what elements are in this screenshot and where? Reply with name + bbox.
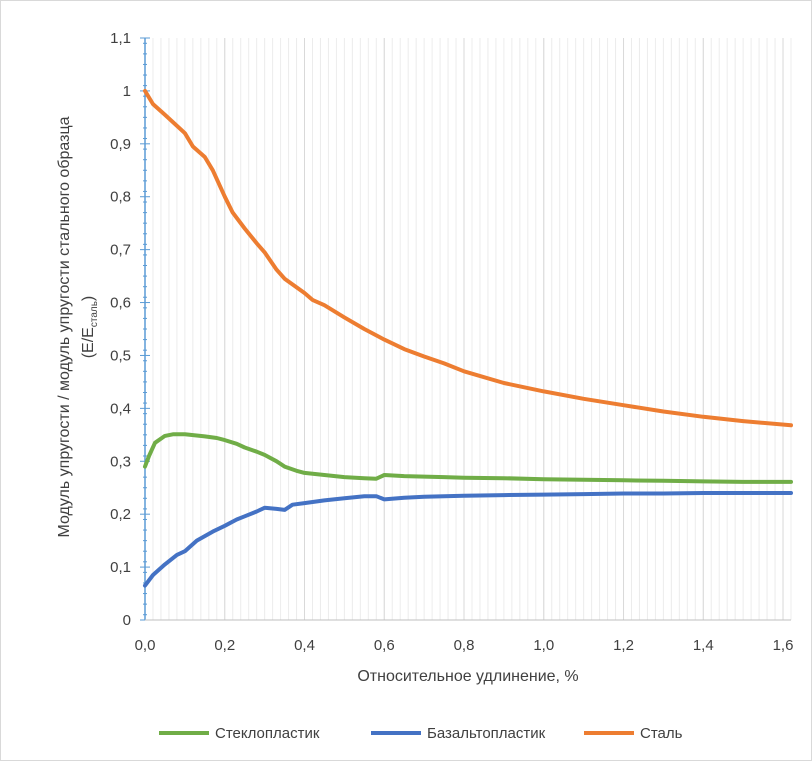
series-line-3: [143, 88, 793, 428]
ylabel-subscript: сталь: [89, 301, 100, 327]
grid-lines: [152, 38, 792, 620]
y-axis-label-line1: Модуль упругости / модуль упругости стал…: [56, 116, 73, 537]
y-tick-labels: 0 0,1 0,2 0,3 0,4 0,5 0,6 0,7 0,8 0,9 1 1,1: [110, 30, 131, 629]
series-line-2: [143, 491, 793, 588]
x-tick-label: 0,6: [374, 637, 395, 654]
x-tick-label: 0,0: [135, 637, 156, 654]
axes: [140, 37, 791, 621]
x-tick-label: 1,0: [533, 637, 554, 654]
x-tick-label: 1,2: [613, 637, 634, 654]
y-tick-label: 0,8: [110, 189, 131, 206]
y-axis-label-line2: (E/Eсталь): [80, 296, 100, 359]
y-tick-label: 0,5: [110, 347, 131, 364]
x-tick-label: 1,4: [693, 637, 714, 654]
series-lines: [143, 88, 793, 588]
legend-label: Базальтопластик: [427, 725, 546, 742]
legend-label: Стеклопластик: [215, 725, 320, 742]
x-tick-label: 1,6: [773, 637, 794, 654]
x-tick-label: 0,4: [294, 637, 315, 654]
y-tick-label: 0,2: [110, 506, 131, 523]
y-tick-label: 0,3: [110, 453, 131, 470]
y-tick-label: 0,6: [110, 295, 131, 312]
x-tick-label: 0,2: [214, 637, 235, 654]
ylabel-suffix: ): [80, 296, 97, 301]
y-tick-label: 0,9: [110, 136, 131, 153]
y-tick-label: 0,1: [110, 559, 131, 576]
x-tick-labels: 0,0 0,2 0,4 0,6 0,8 1,0 1,2 1,4 1,6: [135, 637, 794, 654]
y-tick-label: 0,7: [110, 242, 131, 259]
ylabel-prefix: (E/E: [80, 327, 97, 358]
x-axis-label: Относительное удлинение, %: [357, 668, 578, 685]
series-line-1: [143, 432, 793, 484]
legend: Стеклопластик Базальтопластик Сталь: [159, 725, 683, 742]
y-tick-label: 1,1: [110, 30, 131, 47]
y-tick-label: 0: [123, 612, 131, 629]
legend-label: Сталь: [640, 725, 683, 742]
y-tick-label: 0,4: [110, 400, 131, 417]
y-tick-label: 1: [123, 83, 131, 100]
x-tick-label: 0,8: [454, 637, 475, 654]
y-axis-label: Модуль упругости / модуль упругости стал…: [56, 116, 100, 537]
